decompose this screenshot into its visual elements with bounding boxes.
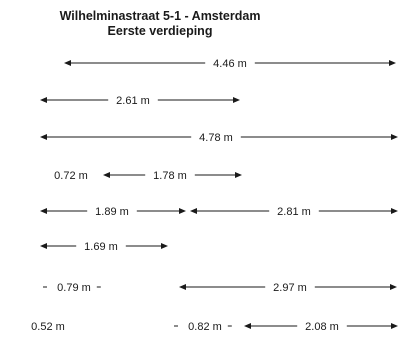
- arrow-left-icon: [40, 97, 47, 103]
- dimension-208: 2.08 m: [244, 321, 398, 333]
- dimension-169: 1.69 m: [40, 241, 168, 253]
- dimension-478: 4.78 m: [40, 132, 398, 144]
- dimension-label: 1.89 m: [95, 206, 129, 218]
- plan-subtitle: Eerste verdieping: [107, 24, 213, 38]
- arrow-left-icon: [244, 323, 251, 329]
- arrow-right-icon: [391, 323, 398, 329]
- arrow-right-icon: [391, 134, 398, 140]
- arrow-right-icon: [161, 243, 168, 249]
- dimension-label: 2.97 m: [273, 282, 307, 294]
- dimension-label: 2.08 m: [305, 321, 339, 333]
- arrow-right-icon: [390, 284, 397, 290]
- dimension-label: 0.72 m: [54, 170, 88, 182]
- dimension-281: 2.81 m: [190, 206, 398, 218]
- dimension-label: 4.78 m: [199, 132, 233, 144]
- arrow-left-icon: [103, 172, 110, 178]
- title-block: Wilhelminastraat 5-1 - Amsterdam Eerste …: [0, 9, 320, 39]
- dimension-label: 4.46 m: [213, 58, 247, 70]
- arrow-left-icon: [179, 284, 186, 290]
- dimension-052: 0.52 m: [31, 321, 65, 333]
- arrow-left-icon: [40, 134, 47, 140]
- dimension-297: 2.97 m: [179, 282, 397, 294]
- arrow-right-icon: [179, 208, 186, 214]
- dimension-label: 0.79 m: [57, 282, 91, 294]
- dimension-082: 0.82 m: [174, 321, 232, 333]
- dimension-label: 1.69 m: [84, 241, 118, 253]
- dimension-label: 0.52 m: [31, 321, 65, 333]
- arrow-left-icon: [64, 60, 71, 66]
- dimension-label: 2.81 m: [277, 206, 311, 218]
- dimension-label: 1.78 m: [153, 170, 187, 182]
- dimension-079: 0.79 m: [43, 282, 101, 294]
- dimension-label: 2.61 m: [116, 95, 150, 107]
- plan-title: Wilhelminastraat 5-1 - Amsterdam: [59, 9, 261, 23]
- arrow-right-icon: [233, 97, 240, 103]
- arrow-right-icon: [391, 208, 398, 214]
- dimension-label: 0.82 m: [188, 321, 222, 333]
- arrow-right-icon: [235, 172, 242, 178]
- dimension-446: 4.46 m: [64, 58, 396, 70]
- dimension-261: 2.61 m: [40, 95, 240, 107]
- arrow-left-icon: [190, 208, 197, 214]
- dimension-178: 1.78 m: [103, 170, 242, 182]
- dimension-189: 1.89 m: [40, 206, 186, 218]
- arrow-right-icon: [389, 60, 396, 66]
- arrow-left-icon: [40, 243, 47, 249]
- dimension-072: 0.72 m: [54, 170, 88, 182]
- arrow-left-icon: [40, 208, 47, 214]
